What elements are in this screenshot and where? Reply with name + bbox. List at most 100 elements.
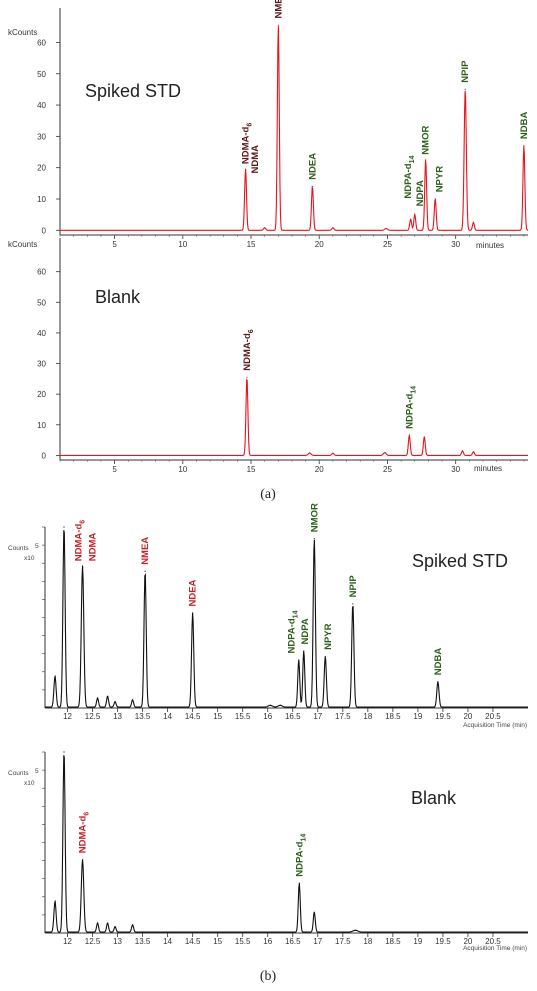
chart-title: Blank (411, 788, 457, 808)
x-tick-label: 25 (383, 240, 392, 249)
peak-label: NDPA (300, 618, 311, 644)
y-tick-label: 0 (42, 451, 47, 460)
chart-title: Blank (95, 287, 141, 307)
peak-point (384, 452, 386, 454)
x-tick-label: 20.5 (485, 712, 501, 721)
x-tick-label: 17 (313, 937, 322, 946)
x-tick-label: 14.5 (185, 937, 201, 946)
x-tick-label: 15.5 (235, 937, 251, 946)
x-tick-label: 15.5 (235, 712, 251, 721)
x-tick-label: 14 (163, 937, 172, 946)
x-tick-label: 15 (213, 712, 222, 721)
x-tick-label: 16 (263, 937, 272, 946)
y-axis-exponent: 5 (35, 768, 39, 775)
peak-label: NMOR (421, 126, 432, 155)
peak-point (106, 695, 109, 697)
peak-point (461, 450, 464, 452)
peak-label: NDPA (415, 180, 426, 206)
x-tick-label: 30 (451, 465, 460, 474)
y-tick-label: 30 (37, 132, 46, 141)
peak-point (410, 218, 412, 220)
x-axis-label: minutes (476, 241, 504, 250)
y-tick-label: 40 (37, 101, 46, 110)
peak-label: NDMA-d6 (78, 812, 91, 853)
x-tick-label: 20 (315, 465, 324, 474)
y-axis-label: kCounts (8, 28, 37, 37)
chart-b-spiked: 12 12.5 13 13.5 14 14.5 15 15.5 16 16.5 17 17.5 18 18… (8, 503, 528, 729)
x-tick-label: 18 (363, 937, 372, 946)
x-tick-label: 18.5 (385, 712, 401, 721)
peak-point (311, 185, 314, 188)
peak-label: NMEA (140, 537, 151, 565)
x-tick-label: 12 (63, 937, 72, 946)
x-axis-label: Acquisition Time (min) (463, 722, 527, 729)
x-tick-label: 12 (63, 712, 72, 721)
caption-b: (b) (260, 969, 277, 984)
x-tick-label: 20 (463, 712, 472, 721)
peak-label: NDEA (188, 579, 199, 606)
peak-point (414, 214, 416, 216)
x-tick-label: 16.5 (285, 712, 301, 721)
peak-point (332, 452, 334, 454)
peak-point (298, 659, 300, 661)
chart-b-blank: 12 12.5 13 13.5 14 14.5 15 15.5 16 16.5 17 17.5 18 18… (8, 751, 528, 952)
peak-point (54, 900, 56, 902)
x-tick-label: 14.5 (185, 712, 201, 721)
peak-point (277, 24, 279, 26)
x-tick-label: 13 (113, 712, 122, 721)
peak-point (106, 922, 109, 924)
x-tick-label: 30 (451, 240, 460, 249)
peak-point (279, 704, 281, 706)
peak-label: NDEA (307, 153, 318, 180)
x-axis-label: Acquisition Time (min) (463, 945, 527, 952)
peak-point (298, 882, 300, 884)
x-tick-label: 5 (112, 465, 117, 474)
peak-point (54, 675, 56, 677)
x-tick-label: 19 (413, 712, 422, 721)
y-tick-label: 0 (42, 226, 47, 235)
peak-point (192, 612, 194, 614)
peak-point (114, 701, 116, 703)
x-tick-label: 20 (315, 240, 324, 249)
peak-point (472, 221, 475, 224)
x-tick-label: 5 (112, 240, 117, 249)
peak-point (313, 538, 315, 540)
peak-point (96, 922, 99, 924)
chromatogram-trace (45, 530, 528, 708)
chromatogram-trace (60, 378, 528, 456)
peak-point (352, 603, 354, 605)
x-tick-label: 19.5 (435, 712, 451, 721)
peak-label: NDBA (519, 112, 530, 140)
peak-point (408, 434, 410, 437)
x-tick-label: 20 (463, 937, 472, 946)
x-axis-label: minutes (474, 464, 502, 473)
y-tick-label: 10 (37, 421, 46, 430)
chromatogram-trace (45, 755, 528, 933)
x-tick-label: 18 (363, 712, 372, 721)
x-tick-label: 15 (213, 937, 222, 946)
x-tick-label: 16 (263, 712, 272, 721)
y-tick-label: 40 (37, 329, 46, 338)
peak-point (464, 88, 466, 91)
peak-point (81, 859, 84, 861)
peak-point (131, 699, 134, 701)
chart-title: Spiked STD (412, 551, 508, 571)
peak-point (309, 452, 311, 454)
peak-point (425, 159, 427, 161)
peak-point (324, 655, 326, 658)
peak-point (63, 526, 65, 528)
y-axis-multiplier: x10 (24, 780, 35, 787)
y-tick-label: 10 (37, 195, 46, 204)
y-tick-label: 20 (37, 164, 46, 173)
x-tick-label: 12.5 (85, 937, 101, 946)
peak-label: NDMA-d6 (74, 520, 87, 561)
peak-label: NDMA-d6 (242, 329, 255, 370)
chart-a-blank: 5 10 15 20 25 30 0 10 20 30 40 50 60 kCounts minutes Bl… (8, 238, 528, 474)
x-tick-label: 17 (313, 712, 322, 721)
x-tick-label: 12.5 (85, 712, 101, 721)
peak-point (472, 451, 475, 453)
peak-point (434, 198, 436, 200)
y-tick-label: 50 (37, 298, 46, 307)
y-axis-multiplier: x10 (24, 555, 35, 562)
peak-point (131, 924, 134, 926)
